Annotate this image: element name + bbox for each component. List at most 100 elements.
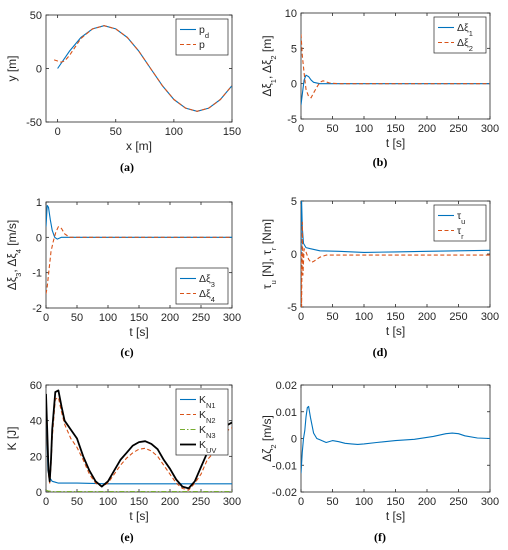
panel-a-legend-box <box>175 18 229 56</box>
panel-c-xtick-label: 200 <box>161 312 179 324</box>
panel-f-ytick-label: 0.01 <box>276 407 297 419</box>
panel-e-xtick-label: 250 <box>192 496 210 508</box>
panel-a-ytick-label: 50 <box>30 10 42 22</box>
panel-e-xtick-label: 200 <box>161 496 179 508</box>
panel-e-ytick-label: 40 <box>30 416 42 428</box>
panel-e-xlabel: t [s] <box>129 509 148 523</box>
panel-e-ytick-label: 20 <box>30 451 42 463</box>
panel-f-axes-box <box>300 384 491 493</box>
panel-b-legend-label: Δξ1 <box>457 22 473 38</box>
panel-f-xtick-label: 250 <box>449 496 467 508</box>
panel-a-legend-label: pd <box>199 24 209 40</box>
panel-c-ylabel: Δξ3, Δξ4 [m/s] <box>5 220 23 290</box>
panel-a-ytick-label: -50 <box>26 117 42 129</box>
panel-d-xtick-label: 100 <box>355 311 373 323</box>
panel-d-xtick-label: 300 <box>481 311 499 323</box>
panel-e-legend-label: KUV <box>199 439 216 455</box>
panel-e-caption: (e) <box>120 530 133 544</box>
panel-d-xtick-label: 150 <box>386 311 404 323</box>
panel-b-xtick-label: 50 <box>326 123 338 135</box>
panel-e-xtick-label: 100 <box>99 496 117 508</box>
panel-b-xtick-label: 150 <box>386 123 404 135</box>
panel-d-ytick-label: 5 <box>291 196 297 208</box>
panel-f: 0 50 100 150 200 250 300 -0.02 -0.01 0 0.01 0.02 t [… <box>260 380 499 544</box>
panel-d-ytick-label: -5 <box>287 302 297 314</box>
panel-d-legend-label: τr <box>457 225 464 241</box>
panel-e-legend-label: KN1 <box>199 394 216 410</box>
panel-d-caption: (d) <box>373 345 388 359</box>
panel-b-xtick-label: 250 <box>449 123 467 135</box>
panel-b-caption: (b) <box>373 155 388 169</box>
panel-b-legend-box <box>433 16 487 54</box>
panel-c-xtick-label: 250 <box>192 312 210 324</box>
panel-f-xtick-label: 50 <box>326 496 338 508</box>
panel-c-ytick-label: 0 <box>36 232 42 244</box>
panel-f-ytick-label: -0.01 <box>272 460 297 472</box>
panel-d-xtick-label: 50 <box>326 311 338 323</box>
panel-a-legend-label: p <box>199 39 205 51</box>
panel-f-xtick-label: 0 <box>298 496 304 508</box>
panel-c-ytick-label: -2 <box>32 303 42 315</box>
panel-b-ytick-label: 10 <box>285 8 297 20</box>
panel-a: 0 50 100 150 -50 0 50 x [m] y [m] (a) pdp <box>5 10 241 174</box>
panel-d-series-r <box>301 221 490 307</box>
panel-e-ylabel: K [J] <box>5 426 19 450</box>
panel-b-series-2 <box>301 34 490 99</box>
panel-c-ytick-label: -1 <box>32 268 42 280</box>
panel-f-caption: (f) <box>374 530 386 544</box>
panel-b-xlabel: t [s] <box>386 136 405 150</box>
panel-e-ytick-label: 0 <box>36 487 42 499</box>
panel-d-xtick-label: 0 <box>298 311 304 323</box>
panel-f-series-2 <box>301 405 490 474</box>
panel-c-legend-label: Δξ3 <box>199 273 215 289</box>
panel-b-series-1 <box>301 74 490 105</box>
panel-c-legend-box <box>175 267 229 305</box>
panel-f-ytick-label: 0.02 <box>276 380 297 392</box>
panel-b-xtick-label: 200 <box>418 123 436 135</box>
panel-e-xtick-label: 0 <box>43 496 49 508</box>
panel-e-legend-label: KN3 <box>199 424 216 440</box>
panel-e-series-kn3 <box>46 489 232 492</box>
panel-b-xtick-label: 0 <box>298 123 304 135</box>
panel-c-xtick-label: 300 <box>223 312 241 324</box>
panel-d-xlabel: t [s] <box>386 324 405 338</box>
panel-d-xtick-label: 250 <box>449 311 467 323</box>
panel-e-series-kuv <box>46 389 232 490</box>
panel-e-xtick-label: 150 <box>130 496 148 508</box>
panel-b-xtick-label: 300 <box>481 123 499 135</box>
panel-b-ylabel: Δξ1, Δξ2 [m] <box>260 35 278 96</box>
panel-f-xtick-label: 200 <box>418 496 436 508</box>
panel-a-xtick-label: 100 <box>165 126 183 138</box>
panel-d-ylabel: τu [N], τr [Nm] <box>260 219 278 289</box>
panel-f-xtick-label: 150 <box>386 496 404 508</box>
panel-a-ylabel: y [m] <box>5 56 19 82</box>
panel-c: 0 50 100 150 200 250 300 -2 -1 0 1 t [s] Δξ3, Δξ4 [m… <box>5 197 241 359</box>
panel-f-ytick-label: -0.02 <box>272 487 297 499</box>
panel-a-series-p <box>53 25 232 112</box>
panel-c-ytick-label: 1 <box>36 197 42 209</box>
panel-b-ytick-label: -5 <box>287 114 297 126</box>
panel-c-xtick-label: 50 <box>71 312 83 324</box>
panel-c-xtick-label: 0 <box>43 312 49 324</box>
panel-e: 0 50 100 150 200 250 300 0 20 40 60 t [s] K [J] (e) KN… <box>5 380 241 544</box>
panel-e-legend-label: KN2 <box>199 409 216 425</box>
panel-f-ytick-label: 0 <box>291 434 297 446</box>
panel-b-xtick-label: 100 <box>355 123 373 135</box>
panel-a-ytick-label: 0 <box>36 64 42 76</box>
panel-b-legend-label: Δξ2 <box>457 37 473 53</box>
panel-a-legend: pdp <box>175 18 229 56</box>
panel-a-xtick-label: 50 <box>110 126 122 138</box>
panel-c-legend-label: Δξ4 <box>199 288 215 304</box>
panel-c-series-3 <box>46 204 232 240</box>
panel-b-ytick-label: 5 <box>291 43 297 55</box>
panel-a-caption: (a) <box>120 160 134 174</box>
panel-d-ytick-label: 0 <box>291 249 297 261</box>
panel-c-xlabel: t [s] <box>129 325 148 339</box>
panel-a-xlabel: x [m] <box>126 139 152 153</box>
panel-f-xtick-label: 100 <box>355 496 373 508</box>
